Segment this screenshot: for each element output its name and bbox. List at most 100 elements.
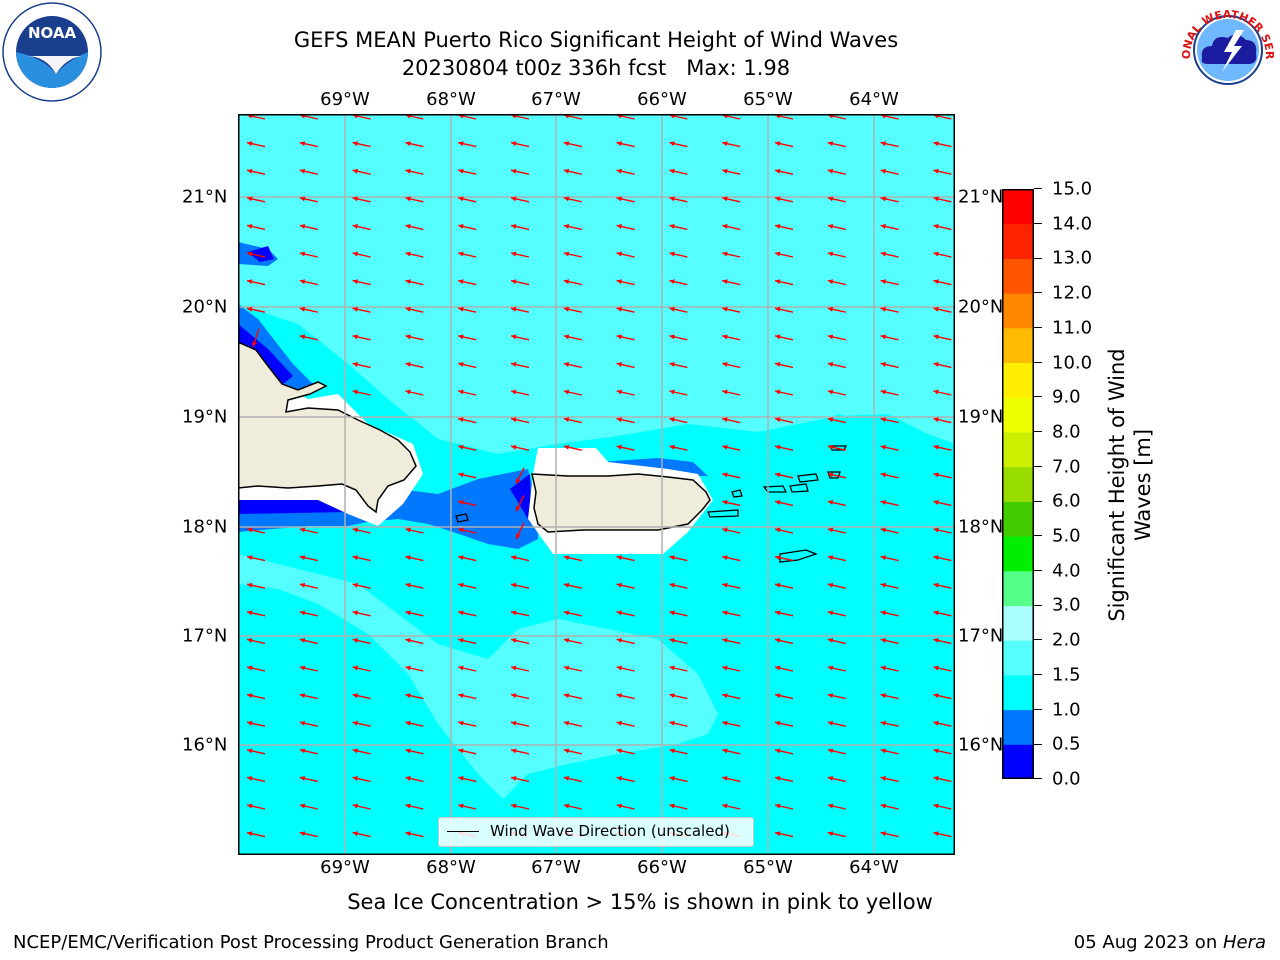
- wave-direction-arrow: [352, 748, 371, 755]
- wave-direction-arrow: [774, 720, 794, 727]
- lon-tick-top: 65°W: [743, 89, 793, 110]
- wave-direction-arrow: [352, 831, 371, 838]
- wave-direction-arrow: [616, 720, 635, 727]
- wave-direction-arrow: [405, 831, 424, 838]
- lat-tick-right: 21°N: [958, 186, 1004, 208]
- lon-tick-top: 66°W: [637, 89, 687, 110]
- wave-direction-arrow: [405, 224, 424, 231]
- wave-direction-arrow: [827, 168, 846, 175]
- wave-direction-arrow: [616, 168, 635, 175]
- wave-direction-arrow: [563, 803, 582, 810]
- colorbar-tick: 9.0: [1052, 386, 1081, 408]
- colorbar-tick: 14.0: [1052, 213, 1093, 235]
- wave-direction-arrow: [669, 362, 688, 369]
- wave-band-1.5-2.0-north: [338, 279, 955, 414]
- wave-direction-arrow: [669, 748, 688, 755]
- colorbar-swatches: [1002, 189, 1034, 780]
- wave-direction-arrow: [246, 251, 266, 258]
- wave-direction-arrow: [827, 803, 846, 810]
- wave-direction-arrow: [458, 141, 477, 148]
- wave-direction-arrow: [933, 776, 952, 783]
- wave-direction-arrow: [880, 472, 899, 479]
- wave-direction-arrow: [827, 693, 846, 700]
- wave-direction-arrow: [510, 555, 530, 562]
- wave-direction-arrow: [827, 527, 846, 534]
- wave-direction-arrow: [880, 417, 899, 424]
- wave-direction-arrow: [563, 306, 582, 313]
- wave-direction-arrow: [299, 555, 318, 562]
- wave-direction-arrow: [933, 196, 952, 203]
- wave-band-1.5-2.0-south: [238, 554, 718, 799]
- wave-direction-arrow: [827, 665, 846, 672]
- wave-direction-arrow: [510, 168, 530, 175]
- wave-direction-arrow: [880, 389, 899, 396]
- wave-direction-arrow: [774, 831, 794, 838]
- wave-direction-arrow: [246, 665, 266, 672]
- wave-direction-arrow: [669, 334, 688, 341]
- wave-direction-arrow: [246, 831, 266, 838]
- wave-direction-arrow: [299, 334, 318, 341]
- wave-direction-arrow: [458, 389, 477, 396]
- wave-direction-arrow: [774, 362, 794, 369]
- wave-direction-arrow: [405, 168, 424, 175]
- wave-direction-arrow: [510, 306, 530, 313]
- colorbar-swatch: [1002, 640, 1034, 676]
- wave-direction-arrow: [510, 141, 530, 148]
- wave-direction-arrow: [933, 555, 952, 562]
- noaa-logo-text: NOAA: [28, 24, 77, 42]
- wave-direction-arrow: [458, 472, 477, 479]
- wave-direction-arrow: [774, 472, 794, 479]
- wave-direction-arrow: [774, 693, 794, 700]
- colorbar-swatch: [1002, 189, 1034, 225]
- wave-direction-arrow: [774, 279, 794, 286]
- wave-direction-arrow: [616, 196, 635, 203]
- wave-direction-arrow: [774, 417, 794, 424]
- wave-direction-arrow: [510, 224, 530, 231]
- wave-direction-arrow: [510, 196, 530, 203]
- wave-direction-arrow: [827, 389, 846, 396]
- wave-direction-arrow: [405, 306, 424, 313]
- lon-tick-bottom: 66°W: [637, 857, 687, 878]
- wave-direction-arrow: [563, 444, 582, 451]
- wave-direction-arrow: [933, 500, 952, 507]
- island-st-john: [789, 483, 809, 493]
- wave-direction-arrow: [458, 334, 477, 341]
- colorbar-swatch: [1002, 327, 1034, 364]
- wave-direction-arrow: [299, 168, 318, 175]
- wave-direction-arrow: [246, 720, 266, 727]
- colorbar-swatch: [1002, 223, 1034, 259]
- wave-direction-arrow: [515, 467, 525, 485]
- island-culebra: [731, 489, 743, 498]
- wave-direction-arrow: [405, 334, 424, 341]
- colorbar-tick: 12.0: [1052, 282, 1093, 304]
- wave-direction-arrow: [246, 306, 266, 313]
- map-canvas: [237, 113, 955, 855]
- land-hispaniola: [237, 340, 417, 514]
- map-legend: Wind Wave Direction (unscaled): [438, 817, 754, 847]
- wave-direction-arrow: [774, 224, 794, 231]
- wave-direction-arrow: [616, 306, 635, 313]
- wave-direction-arrow: [722, 582, 741, 589]
- wave-direction-arrow: [774, 141, 794, 148]
- wave-direction-arrow: [563, 334, 582, 341]
- wave-direction-arrow: [515, 495, 525, 512]
- wave-direction-arrow: [458, 417, 477, 424]
- wave-direction-arrow: [246, 693, 266, 700]
- wave-direction-arrow: [933, 803, 952, 810]
- wave-direction-arrow: [669, 610, 688, 617]
- wave-direction-arrow: [352, 362, 371, 369]
- wave-direction-arrow: [722, 362, 741, 369]
- footer-credit: NCEP/EMC/Verification Post Processing Pr…: [13, 932, 609, 953]
- wave-direction-arrow: [722, 748, 741, 755]
- wave-direction-arrow: [246, 748, 266, 755]
- colorbar-tick-mark: [1034, 292, 1042, 294]
- wave-band-0.0-0.5-hispaniola: [238, 324, 293, 384]
- lat-tick-left: 21°N: [182, 186, 228, 208]
- wave-direction-arrow: [722, 776, 741, 783]
- wave-direction-arrow: [827, 555, 846, 562]
- colorbar-tick-mark: [1034, 500, 1042, 502]
- wave-direction-arrow: [563, 389, 582, 396]
- wave-direction-arrow: [352, 334, 371, 341]
- wave-band-0.0-0.5-mona: [238, 500, 348, 514]
- lon-tick-top: 68°W: [426, 89, 476, 110]
